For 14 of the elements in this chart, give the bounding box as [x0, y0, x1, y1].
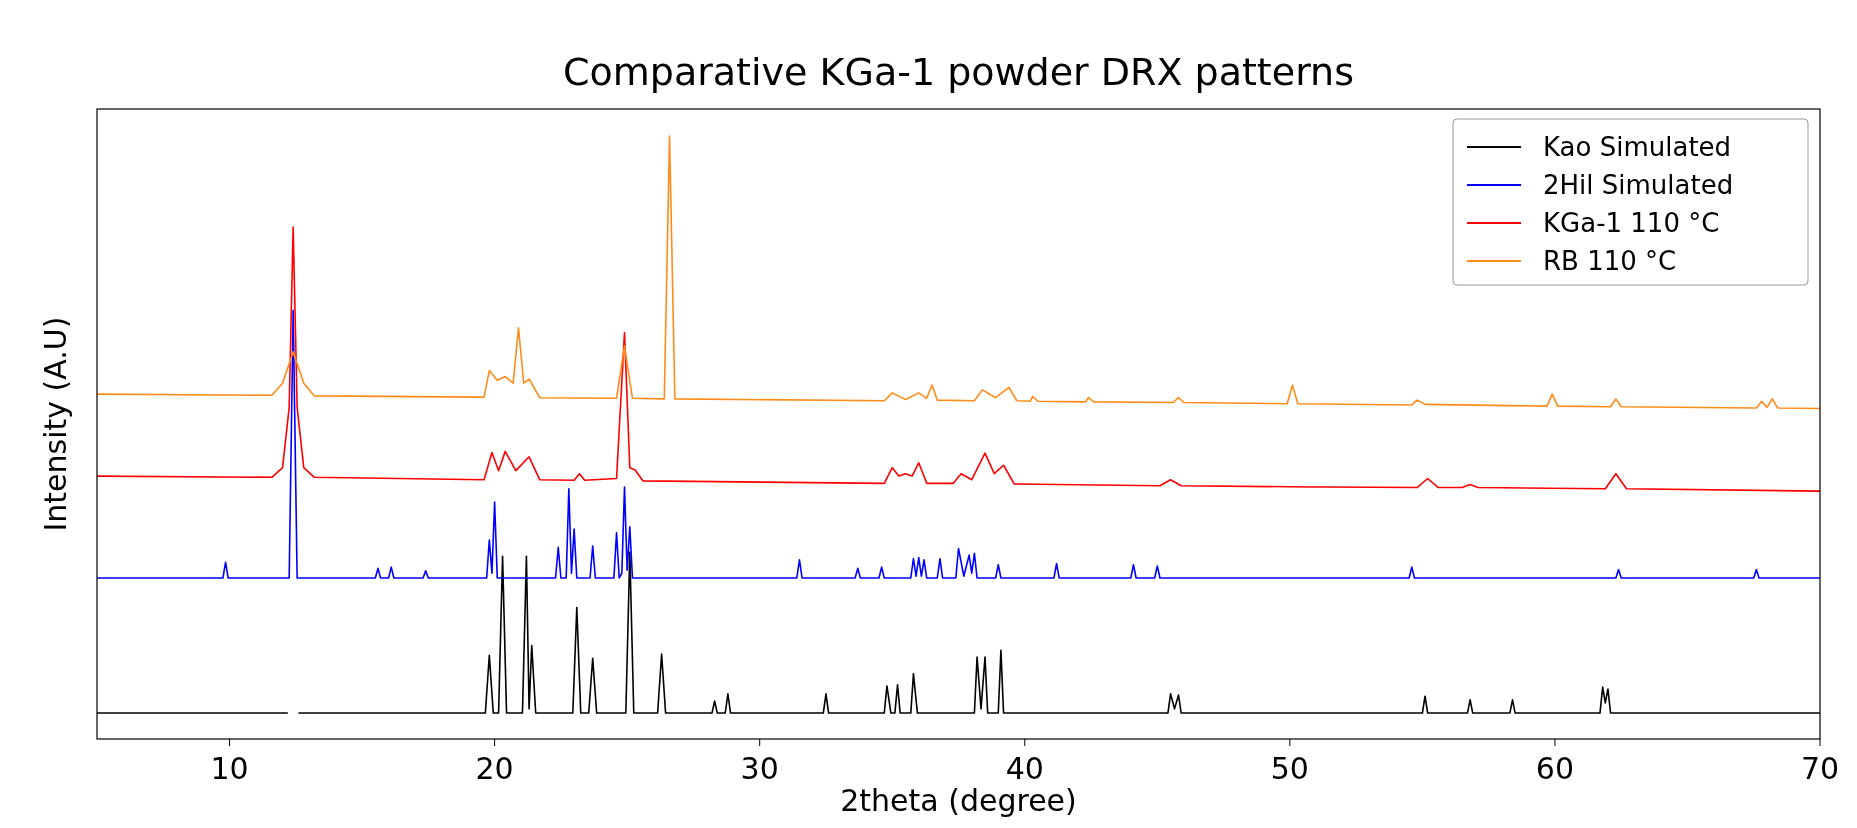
x-tick-label: 20	[475, 751, 514, 786]
legend-label: 2Hil Simulated	[1543, 170, 1734, 200]
legend-label: KGa-1 110 °C	[1543, 208, 1720, 238]
x-tick-label: 30	[740, 751, 779, 786]
legend-label: Kao Simulated	[1543, 132, 1732, 162]
x-tick-label: 40	[1005, 751, 1044, 786]
y-axis-title: Intensity (A.U)	[38, 316, 73, 532]
x-tick-label: 10	[210, 751, 249, 786]
x-tick-label: 50	[1270, 751, 1309, 786]
chart-title: Comparative KGa-1 powder DRX patterns	[563, 50, 1354, 94]
legend-label: RB 110 °C	[1543, 246, 1677, 276]
x-tick-label: 70	[1800, 751, 1840, 786]
x-axis-title: 2theta (degree)	[840, 783, 1077, 818]
x-tick-label: 60	[1535, 751, 1575, 786]
